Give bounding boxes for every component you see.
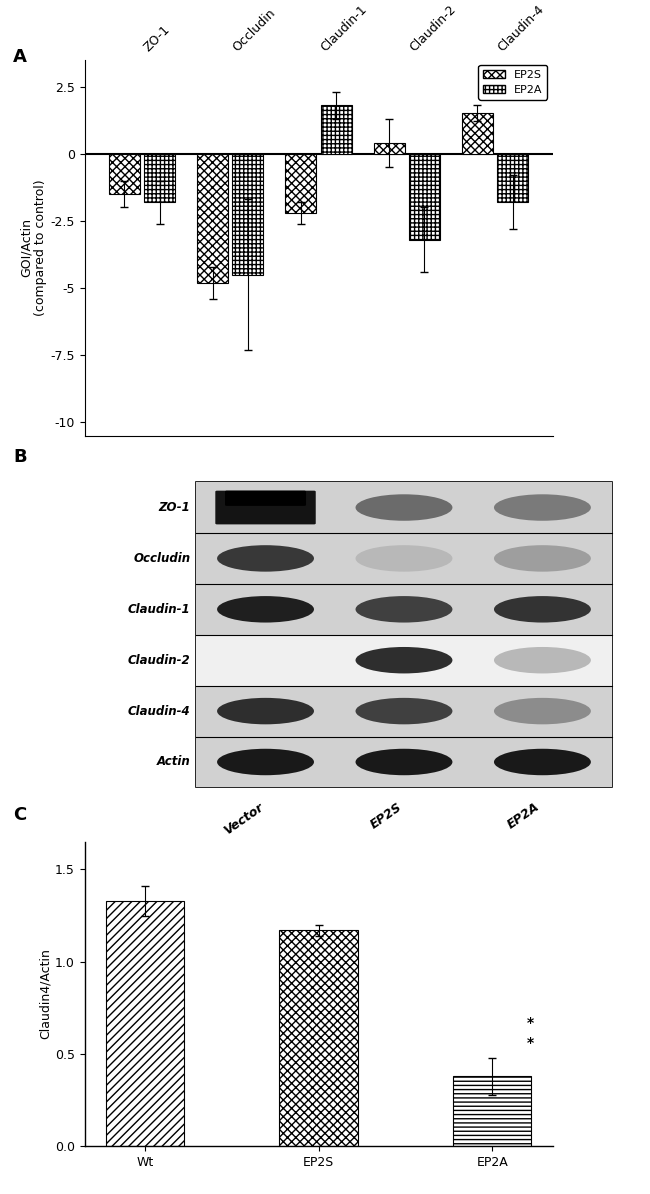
Text: ZO-1: ZO-1 xyxy=(159,501,190,515)
Text: Claudin-4: Claudin-4 xyxy=(495,2,547,54)
FancyBboxPatch shape xyxy=(215,491,316,524)
Ellipse shape xyxy=(217,697,314,725)
Text: B: B xyxy=(13,448,27,466)
Bar xyxy=(462,113,493,154)
Ellipse shape xyxy=(356,697,452,725)
Bar xyxy=(285,154,317,213)
Bar xyxy=(453,1076,531,1146)
Ellipse shape xyxy=(494,546,591,572)
Text: *: * xyxy=(526,1036,534,1051)
Text: Claudin-2: Claudin-2 xyxy=(407,2,458,54)
Bar xyxy=(196,533,612,584)
Text: Claudin-4: Claudin-4 xyxy=(128,704,190,718)
Y-axis label: GOI/Actin
(compared to control): GOI/Actin (compared to control) xyxy=(20,179,47,316)
Bar xyxy=(106,900,184,1146)
Bar xyxy=(374,143,404,154)
Text: Vector: Vector xyxy=(221,800,266,837)
Bar xyxy=(320,105,352,154)
Text: A: A xyxy=(13,48,27,66)
Text: Claudin-1: Claudin-1 xyxy=(318,2,370,54)
Ellipse shape xyxy=(494,494,591,521)
Ellipse shape xyxy=(494,749,591,775)
Ellipse shape xyxy=(217,596,314,622)
FancyBboxPatch shape xyxy=(225,491,306,506)
Bar xyxy=(197,154,228,283)
Ellipse shape xyxy=(217,749,314,775)
Bar xyxy=(280,930,358,1146)
Ellipse shape xyxy=(356,494,452,521)
Ellipse shape xyxy=(494,697,591,725)
Ellipse shape xyxy=(494,647,591,673)
Y-axis label: Claudin4/Actin: Claudin4/Actin xyxy=(39,948,52,1040)
Ellipse shape xyxy=(356,546,452,572)
Text: Claudin-1: Claudin-1 xyxy=(128,603,190,616)
Bar xyxy=(196,584,612,635)
Ellipse shape xyxy=(356,596,452,622)
Text: EP2A: EP2A xyxy=(506,800,542,832)
Text: Claudin-2: Claudin-2 xyxy=(128,653,190,666)
Text: *: * xyxy=(526,1016,534,1030)
Bar xyxy=(196,635,612,685)
Bar xyxy=(409,154,440,240)
Text: ZO-1: ZO-1 xyxy=(142,23,173,54)
Text: Actin: Actin xyxy=(157,756,190,769)
Ellipse shape xyxy=(356,647,452,673)
Ellipse shape xyxy=(494,596,591,622)
Bar xyxy=(196,737,612,788)
Bar xyxy=(196,685,612,737)
Text: C: C xyxy=(13,806,26,824)
Bar xyxy=(233,154,263,275)
Text: Occludin: Occludin xyxy=(133,552,190,565)
Ellipse shape xyxy=(217,546,314,572)
Legend: EP2S, EP2A: EP2S, EP2A xyxy=(478,66,547,100)
Text: EP2S: EP2S xyxy=(367,800,404,831)
Bar xyxy=(497,154,528,202)
Ellipse shape xyxy=(356,749,452,775)
Bar xyxy=(144,154,175,202)
Bar xyxy=(109,154,140,193)
Bar xyxy=(196,482,612,533)
Text: Occludin: Occludin xyxy=(230,6,278,54)
Bar xyxy=(196,482,612,788)
